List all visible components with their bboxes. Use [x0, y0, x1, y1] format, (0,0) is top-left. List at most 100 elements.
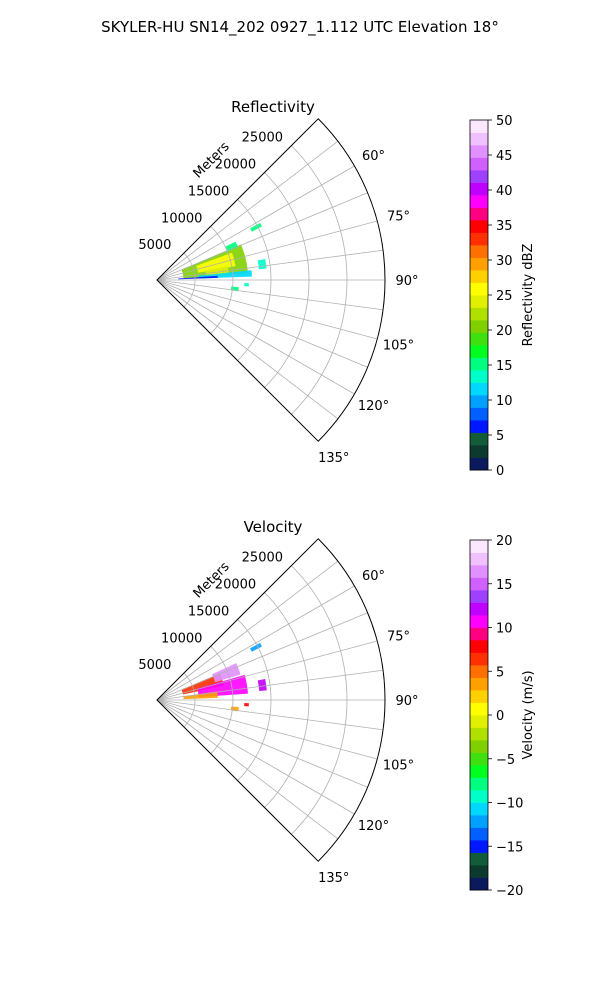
polar-grid [156, 560, 385, 840]
radial-tick-label: 20000 [215, 158, 256, 173]
colorbar-segment [470, 765, 488, 778]
sector-frame [156, 118, 386, 442]
colorbar-segment [470, 727, 488, 741]
colorbar-segment [470, 282, 488, 296]
azimuth-tick-label: 105° [383, 339, 414, 354]
colorbar-tick-label: 15 [496, 578, 513, 593]
radial-tick-label: 10000 [161, 211, 202, 226]
azimuth-tick-label: 135° [318, 451, 349, 466]
colorbar-tick-label: −15 [496, 840, 523, 855]
echo-cell [244, 283, 249, 287]
colorbar-segment [470, 665, 488, 678]
echo-cell [225, 241, 239, 252]
colorbar-segment [470, 702, 488, 716]
colorbar-segment [470, 752, 488, 766]
azimuth-gridline [156, 279, 355, 395]
echo-field [178, 222, 267, 292]
colorbar-tick-label: 45 [496, 149, 513, 164]
azimuth-gridline [156, 140, 339, 281]
azimuth-gridline [156, 192, 368, 281]
sector-frame [156, 538, 386, 862]
azimuth-tick-label: 90° [395, 274, 418, 289]
colorbar-tick-label: −5 [496, 753, 515, 768]
colorbar-segment [470, 182, 488, 196]
radial-tick-label: 5000 [138, 238, 171, 253]
colorbar-segment [470, 827, 488, 841]
azimuth-gridline [156, 560, 339, 701]
azimuth-tick-label: 120° [358, 819, 389, 834]
colorbar-segment [470, 295, 488, 308]
azimuth-gridline [156, 279, 368, 368]
colorbar-segment [470, 540, 488, 553]
colorbar-tick-label: 10 [496, 622, 513, 637]
colorbar-tick-label: 20 [496, 324, 513, 339]
azimuth-gridline [156, 699, 368, 788]
azimuth-gridline [156, 165, 355, 281]
colorbar-segment [470, 245, 488, 258]
azimuth-gridline [156, 699, 378, 760]
colorbar-tick-label: −10 [496, 797, 523, 812]
echo-cell [212, 663, 241, 683]
radial-tick-label: 5000 [138, 658, 171, 673]
colorbar-segment [470, 590, 488, 603]
azimuth-gridline [156, 669, 384, 701]
colorbar-tick-label: 20 [496, 534, 513, 549]
colorbar-tick-label: 0 [496, 464, 504, 479]
azimuth-tick-label: 60° [362, 149, 385, 164]
echo-cell [244, 703, 249, 707]
echo-field [181, 642, 267, 712]
reflectivity-panel: Reflectivity500010000150002000025000Mete… [138, 98, 536, 479]
colorbar-segment [470, 145, 488, 158]
azimuth-gridline [156, 585, 355, 701]
azimuth-tick-label: 60° [362, 569, 385, 584]
colorbar-segment [470, 120, 488, 133]
colorbar-segment [470, 852, 488, 866]
colorbar-segment [470, 382, 488, 396]
echo-cell [181, 673, 224, 695]
colorbar-segment [470, 640, 488, 653]
radial-tick-label: 25000 [242, 131, 283, 146]
colorbar-tick-label: 40 [496, 184, 513, 199]
radial-tick-label: 25000 [242, 551, 283, 566]
colorbar-segment [470, 690, 488, 703]
azimuth-gridline [156, 699, 355, 815]
colorbar-tick-label: 5 [496, 665, 504, 680]
colorbar-segment [470, 865, 488, 878]
colorbar-tick-label: 15 [496, 359, 513, 374]
colorbar-segment [470, 790, 488, 803]
echo-cell [250, 642, 262, 652]
echo-cell [197, 674, 248, 698]
azimuth-tick-label: 105° [383, 759, 414, 774]
colorbar-segment [470, 840, 488, 853]
panel-title: Velocity [244, 518, 303, 536]
echo-cell [257, 678, 267, 692]
colorbar-segment [470, 815, 488, 828]
azimuth-gridline [156, 279, 384, 311]
colorbar-label: Velocity (m/s) [521, 670, 536, 759]
azimuth-tick-label: 120° [358, 399, 389, 414]
radial-tick-label: 10000 [161, 631, 202, 646]
colorbar-segment [470, 802, 488, 816]
colorbar-label: Reflectivity dBZ [521, 244, 536, 347]
colorbar-segment [470, 552, 488, 566]
colorbar-tick-label: 5 [496, 429, 504, 444]
colorbar: −20 −15 −10 −5 0 5 10 15 20 Velocity (m/s) [469, 534, 536, 899]
azimuth-gridline [156, 699, 339, 840]
colorbar-segment [470, 652, 488, 666]
azimuth-gridline [156, 640, 378, 701]
azimuth-gridline [156, 220, 378, 281]
echo-cell [257, 258, 267, 270]
colorbar-tick-label: −20 [496, 884, 523, 899]
colorbar-segment [470, 320, 488, 333]
colorbar-segment [470, 257, 488, 271]
colorbar-tick-label: 0 [496, 709, 504, 724]
azimuth-tick-label: 90° [395, 694, 418, 709]
azimuth-gridline [156, 699, 384, 731]
colorbar-segment [470, 232, 488, 246]
colorbar-segment [470, 420, 488, 433]
colorbar-tick-label: 35 [496, 219, 513, 234]
azimuth-tick-label: 135° [318, 871, 349, 886]
colorbar-tick-label: 50 [496, 114, 513, 129]
